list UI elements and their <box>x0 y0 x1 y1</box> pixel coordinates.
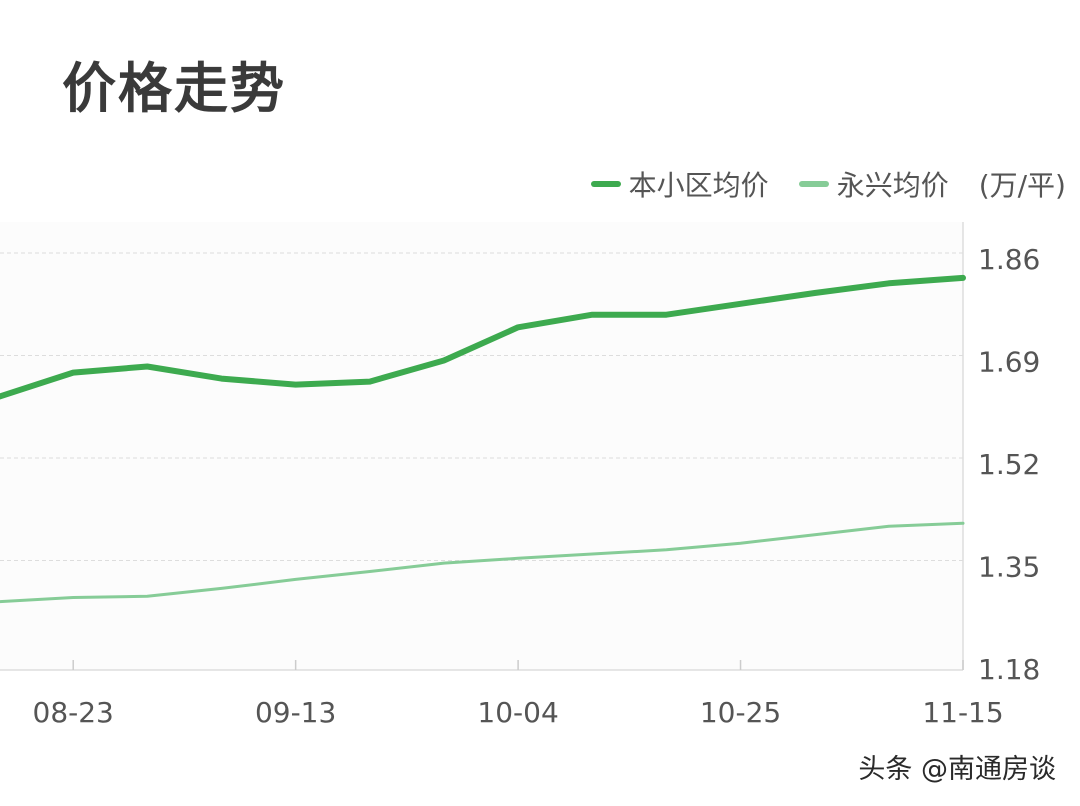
legend-item-yongxing[interactable]: 永兴均价 <box>798 164 949 204</box>
legend-swatch-yongxing <box>798 181 829 187</box>
y-tick-label: 1.69 <box>978 346 1040 379</box>
x-tick-label: 09-13 <box>255 696 336 729</box>
legend-swatch-community <box>590 181 621 187</box>
unit-label: (万/平) <box>978 169 1066 202</box>
series-line-community <box>0 274 966 400</box>
y-tick-label: 1.35 <box>978 551 1040 584</box>
legend-label-community: 本小区均价 <box>628 169 769 202</box>
plot-background <box>0 222 963 670</box>
x-tick-label: 11-15 <box>922 696 1003 729</box>
legend-item-community[interactable]: 本小区均价 <box>590 164 769 204</box>
watermark: 头条 @南通房谈 <box>858 754 1056 785</box>
chart-legend: 本小区均价 永兴均价 (万/平) <box>590 164 1066 204</box>
x-tick-label: 08-23 <box>33 696 114 729</box>
x-tick-label: 10-25 <box>700 696 781 729</box>
x-tick-label: 10-04 <box>477 696 558 729</box>
y-tick-label: 1.86 <box>978 243 1040 276</box>
series-line-yongxing <box>0 521 965 604</box>
y-tick-label: 1.18 <box>978 653 1040 686</box>
y-tick-label: 1.52 <box>978 448 1040 481</box>
page-title: 价格走势 <box>62 57 286 120</box>
legend-label-yongxing: 永兴均价 <box>836 169 949 202</box>
